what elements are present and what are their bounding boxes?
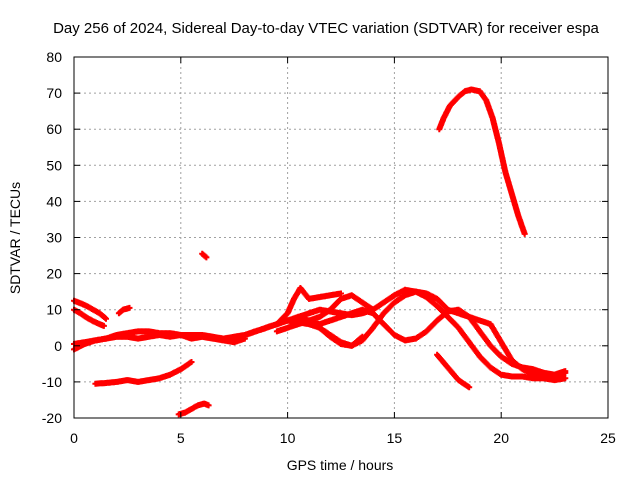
y-axis-title: SDTVAR / TECUs — [7, 182, 23, 294]
y-tick-label: -10 — [42, 374, 62, 390]
series-satellite-track-2 — [71, 306, 107, 329]
y-tick-label: 70 — [46, 85, 62, 101]
series-satellite-track-6 — [92, 359, 195, 387]
data-point — [203, 254, 210, 261]
y-tick-label: 80 — [46, 49, 62, 65]
y-tick-label: 0 — [54, 338, 62, 354]
data-point — [521, 230, 528, 237]
axis-ticks: 0 5 10 15 20 25 -20 -10 0 10 20 30 40 50 60 70 80 — [42, 49, 616, 446]
series-satellite-track-13 — [295, 288, 569, 384]
data-point — [103, 315, 109, 322]
x-tick-label: 0 — [70, 430, 78, 446]
y-tick-label: 10 — [46, 302, 62, 318]
data-point — [205, 402, 212, 409]
y-tick-label: 50 — [46, 157, 62, 173]
x-tick-label: 25 — [600, 430, 616, 446]
x-tick-label: 15 — [387, 430, 403, 446]
y-tick-label: 60 — [46, 121, 62, 137]
gridlines — [74, 57, 608, 418]
y-tick-label: 40 — [46, 193, 62, 209]
data-point — [562, 369, 569, 376]
x-tick-label: 5 — [177, 430, 185, 446]
y-tick-label: 30 — [46, 230, 62, 246]
y-tick-label: 20 — [46, 266, 62, 282]
x-axis-title: GPS time / hours — [287, 457, 394, 473]
data-point — [338, 290, 344, 297]
chart-title: Day 256 of 2024, Sidereal Day-to-day VTE… — [53, 20, 599, 37]
data-point — [188, 359, 195, 365]
series-satellite-track-14 — [434, 351, 473, 391]
data-point — [466, 384, 473, 391]
x-tick-label: 10 — [280, 430, 296, 446]
series-satellite-track-8 — [199, 250, 210, 261]
x-tick-label: 20 — [493, 430, 509, 446]
y-tick-label: -20 — [42, 410, 62, 426]
data-point — [562, 375, 569, 382]
data-point — [100, 322, 107, 329]
series-satellite-track-5 — [71, 332, 248, 347]
series-satellite-track-3 — [115, 304, 133, 317]
series-satellite-track-10 — [273, 285, 344, 328]
series-satellite-track-15 — [436, 86, 528, 237]
data-point — [126, 304, 133, 311]
